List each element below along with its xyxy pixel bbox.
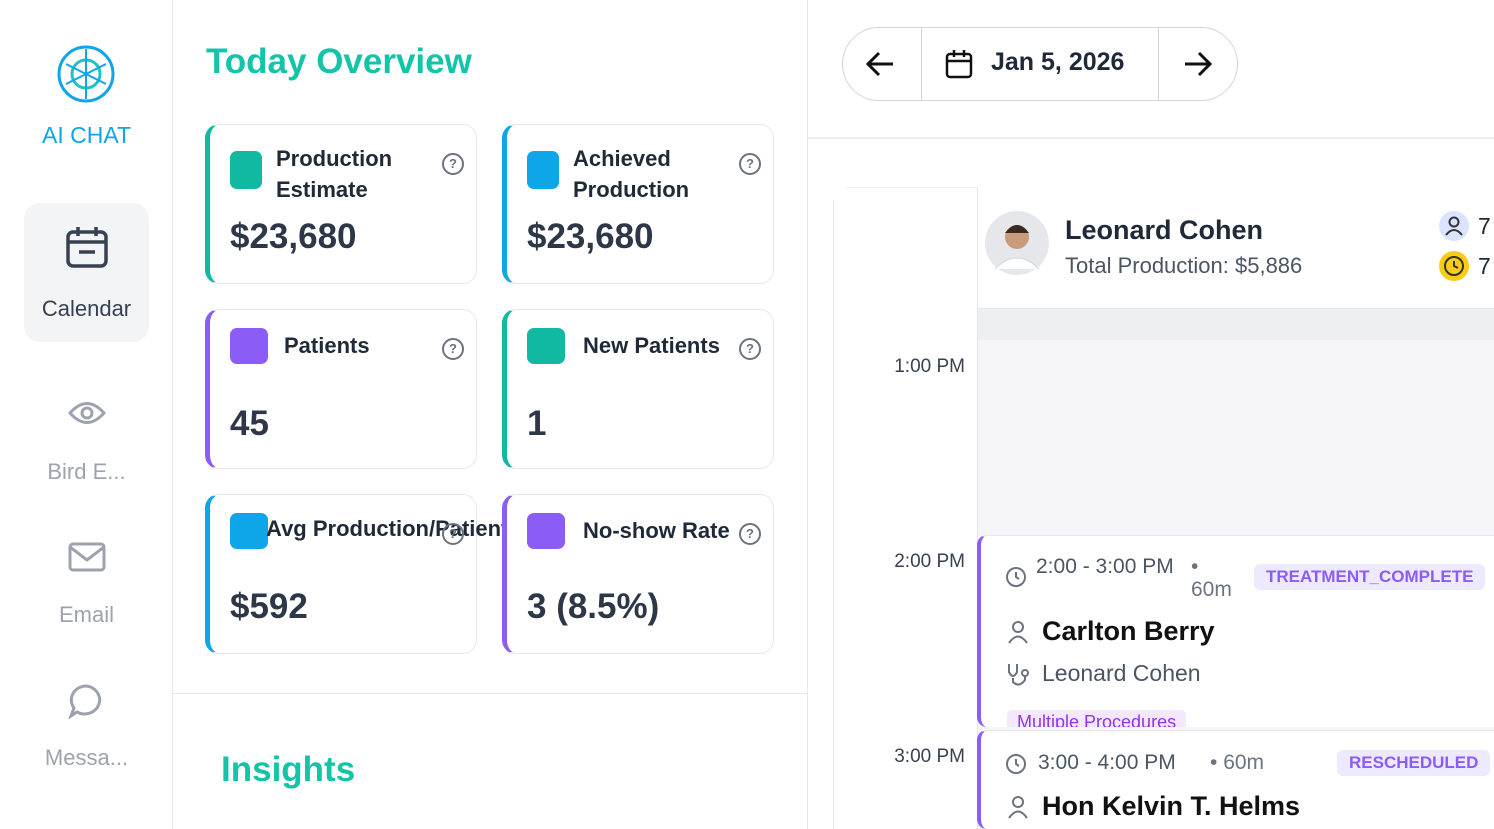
help-icon[interactable]: ? xyxy=(442,523,464,545)
hours-icon xyxy=(1439,251,1469,281)
provider-production: Total Production: $5,886 xyxy=(1065,253,1303,278)
patient-name: Carlton Berry xyxy=(1042,616,1215,646)
appt-time: 2:00 - 3:00 PM xyxy=(1036,555,1174,578)
insights-title: Insights xyxy=(221,750,356,789)
card-value: 45 xyxy=(230,404,269,443)
card-title: Patients xyxy=(284,333,370,358)
provider-header: Leonard Cohen Total Production: $5,886 7… xyxy=(977,187,1494,309)
sidebar: AI CHAT Calendar Bird E... Email Messa..… xyxy=(0,0,173,829)
card-value: $23,680 xyxy=(527,217,654,256)
nav-email[interactable]: Email xyxy=(58,602,114,627)
person-icon xyxy=(1008,621,1028,644)
card-title: No-show Rate xyxy=(583,518,730,543)
card-icon xyxy=(527,151,559,189)
status-badge: TREATMENT_COMPLETE xyxy=(1254,564,1486,590)
provider-name: Leonard Cohen xyxy=(1065,215,1264,245)
time-label: 3:00 PM xyxy=(894,746,965,767)
duration: 60m xyxy=(1223,751,1265,774)
mail-icon xyxy=(68,542,106,572)
procedures: Multiple Procedures xyxy=(1007,710,1187,727)
help-icon[interactable]: ? xyxy=(442,338,464,360)
appt-duration: • 60m xyxy=(1191,555,1232,601)
card-icon xyxy=(230,513,268,549)
overview-title: Today Overview xyxy=(206,42,472,81)
prev-button[interactable] xyxy=(865,50,895,78)
appointment[interactable]: 2:00 - 3:00 PM • 60m TREATMENT_COMPLETE C… xyxy=(977,535,1494,727)
appt-provider: Leonard Cohen xyxy=(1042,660,1201,686)
patients-icon xyxy=(1439,211,1469,241)
date-icon xyxy=(945,50,973,79)
next-button[interactable] xyxy=(1183,50,1213,78)
card-title: New Patients xyxy=(583,333,720,358)
divider xyxy=(173,693,808,694)
help-icon[interactable]: ? xyxy=(739,338,761,360)
card-value: $592 xyxy=(230,587,308,626)
appointment[interactable]: 3:00 - 4:00 PM • 60m RESCHEDULED Hon Kel… xyxy=(977,730,1494,829)
card-icon xyxy=(230,328,268,364)
appt-time: 3:00 - 4:00 PM xyxy=(1038,751,1176,774)
provider-icon xyxy=(1008,664,1029,686)
stat-card: Achieved Production $23,680? xyxy=(502,124,774,284)
status-badge: RESCHEDULED xyxy=(1337,750,1491,776)
clock-icon xyxy=(1006,567,1026,587)
help-icon[interactable]: ? xyxy=(442,153,464,175)
time-label: 2:00 PM xyxy=(894,551,965,572)
logo xyxy=(57,45,115,103)
eye-icon xyxy=(68,402,106,424)
date[interactable]: Jan 5, 2026 xyxy=(991,48,1125,76)
stat-card: Avg Production/Patient $592? xyxy=(205,494,508,654)
nav-messages[interactable]: Messa... xyxy=(44,745,129,770)
overview-panel: Today Overview Insights xyxy=(173,0,808,829)
card-value: $23,680 xyxy=(230,217,357,256)
calendar-icon xyxy=(66,227,108,268)
stat-card: No-show Rate 3 (8.5%)? xyxy=(502,494,774,654)
card-icon xyxy=(230,151,262,189)
help-icon[interactable]: ? xyxy=(739,523,761,545)
stat-card: Production Estimate $23,680? xyxy=(205,124,477,284)
card-value: 1 xyxy=(527,404,547,443)
help-icon[interactable]: ? xyxy=(739,153,761,175)
active-bg xyxy=(24,203,149,342)
hour-count: 7 xyxy=(1478,253,1491,279)
sep xyxy=(921,28,922,100)
band xyxy=(978,309,1494,340)
stat-card: New Patients 1? xyxy=(502,309,774,469)
grid-left xyxy=(833,200,834,829)
person-icon xyxy=(1008,796,1028,819)
sep xyxy=(1158,28,1159,100)
avatar xyxy=(985,211,1049,275)
patient-name: Hon Kelvin T. Helms xyxy=(1042,791,1301,821)
date-nav: Jan 5, 2026 xyxy=(842,27,1238,101)
card-icon xyxy=(527,328,565,364)
time-label: 1:00 PM xyxy=(894,356,965,377)
card-icon xyxy=(527,513,565,549)
card-title: Achieved Production xyxy=(573,146,690,202)
duration: 60m xyxy=(1191,578,1232,601)
nav-calendar[interactable]: Calendar xyxy=(41,296,132,321)
stat-card: Patients 45? xyxy=(205,309,477,469)
appt-duration: • 60m xyxy=(1210,751,1265,774)
divider xyxy=(808,137,1494,139)
card-value: 3 (8.5%) xyxy=(527,587,660,626)
patient-count: 7 xyxy=(1478,213,1491,239)
card-title: Production Estimate xyxy=(276,146,393,202)
clock-icon xyxy=(1006,754,1026,774)
card-title: Avg Production/Patient xyxy=(266,516,509,541)
message-icon xyxy=(68,684,102,719)
logo-label[interactable]: AI CHAT xyxy=(41,122,132,148)
nav-bird[interactable]: Bird E... xyxy=(47,459,126,484)
